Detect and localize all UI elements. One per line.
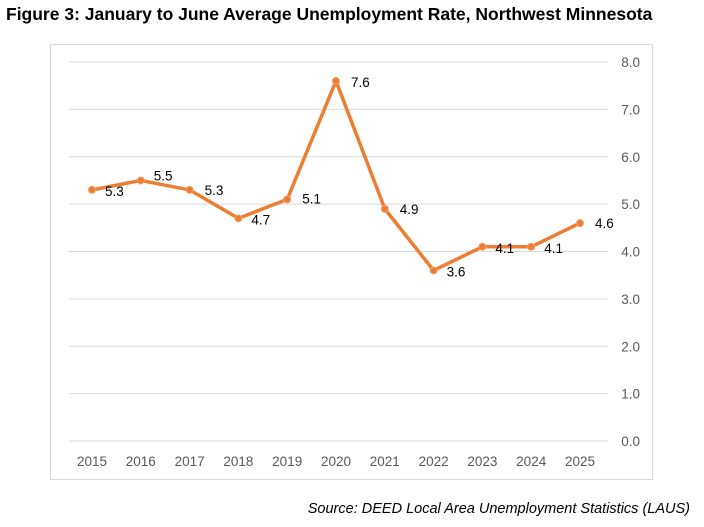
data-point	[88, 185, 96, 194]
source-note: Source: DEED Local Area Unemployment Sta…	[307, 501, 690, 517]
x-tick-label: 2017	[175, 454, 205, 469]
data-label: 3.6	[447, 264, 466, 279]
x-tick-label: 2020	[321, 454, 351, 469]
y-tick-label: 2.0	[621, 339, 640, 354]
data-point	[429, 266, 438, 275]
y-tick-label: 6.0	[621, 150, 640, 165]
data-point	[136, 176, 145, 185]
x-tick-label: 2024	[516, 454, 547, 469]
data-point	[478, 242, 487, 251]
chart-title: Figure 3: January to June Average Unempl…	[6, 4, 653, 24]
x-tick-label: 2019	[272, 454, 302, 469]
y-tick-label: 4.0	[621, 245, 640, 260]
data-label: 7.6	[351, 75, 370, 90]
data-point	[283, 195, 292, 204]
data-point	[234, 214, 243, 223]
data-point	[332, 76, 340, 85]
y-tick-label: 0.0	[621, 434, 640, 449]
data-point	[527, 242, 536, 251]
chart-frame	[50, 44, 653, 480]
data-label: 4.7	[251, 212, 270, 227]
data-label: 5.3	[205, 183, 224, 198]
x-tick-label: 2015	[77, 454, 107, 469]
y-tick-label: 1.0	[621, 387, 640, 402]
y-tick-label: 7.0	[621, 102, 640, 117]
data-point	[380, 204, 389, 213]
x-tick-label: 2016	[126, 454, 156, 469]
data-label: 5.1	[302, 191, 321, 206]
x-tick-label: 2022	[419, 454, 449, 469]
x-tick-label: 2023	[467, 454, 497, 469]
data-label: 4.9	[400, 202, 419, 217]
y-tick-label: 5.0	[621, 197, 640, 212]
data-label: 5.5	[154, 168, 173, 183]
y-tick-label: 8.0	[621, 55, 640, 70]
data-point	[185, 185, 194, 194]
data-point	[576, 219, 584, 228]
y-tick-label: 3.0	[621, 292, 640, 307]
data-label: 4.1	[544, 241, 563, 256]
x-tick-label: 2021	[370, 454, 400, 469]
x-tick-label: 2018	[223, 454, 253, 469]
data-label: 4.1	[495, 241, 514, 256]
data-label: 4.6	[595, 216, 614, 231]
x-tick-label: 2025	[565, 454, 595, 469]
data-label: 5.3	[105, 184, 124, 199]
